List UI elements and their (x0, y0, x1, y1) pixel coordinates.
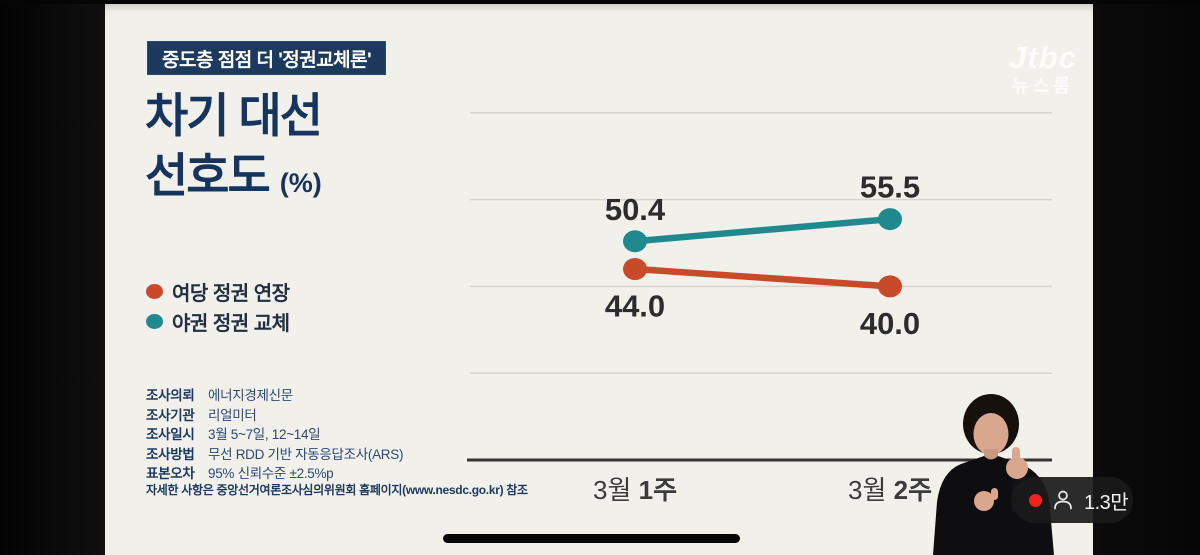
right-bezel (1093, 0, 1200, 555)
survey-row-label: 조사의뢰 (146, 388, 195, 403)
survey-row-label: 조사일시 (146, 427, 195, 442)
survey-row: 조사방법 무선 RDD 기반 자동응답조사(ARS) (146, 443, 403, 463)
survey-row-value: 에너지경제신문 (208, 388, 293, 403)
viewer-count: 1.3만 (1084, 491, 1129, 514)
legend-item: 야권 정권 교체 (146, 310, 290, 335)
page-title: 차기 대선 선호도 (%) (145, 86, 323, 213)
survey-row-value: 3월 5~7일, 12~14일 (208, 427, 321, 442)
live-viewers-pill: 1.3만 (1012, 477, 1133, 523)
survey-row-value: 리얼미터 (208, 407, 257, 423)
survey-info: 조사의뢰 에너지경제신문 조사기관 리얼미터 조사일시 3월 5~7일, 12~14… (146, 384, 403, 482)
program-name: 뉴스룸 (1012, 76, 1074, 96)
chart-legend: 여당 정권 연장 야권 정권 교체 (146, 280, 290, 340)
survey-row-label: 표본오차 (146, 466, 195, 481)
legend-dot-icon (146, 313, 163, 329)
survey-row-value: 95% 신뢰수준 ±2.5%p (208, 466, 334, 481)
broadcaster-watermark: Jtbc 뉴스룸 (988, 42, 1098, 98)
left-bezel (0, 0, 105, 555)
survey-row: 조사기관 리얼미터 (146, 404, 403, 424)
survey-row-label: 조사방법 (146, 446, 195, 462)
legend-dot-icon (146, 283, 163, 299)
survey-footnote: 자세한 사항은 중앙선거여론조사심의위원회 홈페이지(www.nesdc.go.… (146, 483, 528, 497)
infographic-card (105, 4, 1093, 555)
legend-label: 야권 정권 교체 (172, 312, 290, 335)
title-unit: (%) (279, 168, 322, 198)
headline-badge: 중도층 점점 더 '정권교체론' (147, 41, 387, 75)
title-line2: 선호도 (145, 149, 271, 202)
jtbc-logo: Jtbc (1009, 40, 1077, 75)
headline-badge-text: 중도층 점점 더 '정권교체론' (162, 49, 372, 71)
survey-row-value: 무선 RDD 기반 자동응답조사(ARS) (208, 446, 404, 462)
survey-row: 조사의뢰 에너지경제신문 (146, 384, 403, 404)
viewers-person-icon (1054, 490, 1072, 510)
survey-row-label: 조사기관 (146, 407, 195, 423)
title-line1: 차기 대선 (145, 89, 323, 142)
top-letterbox (0, 0, 1200, 4)
survey-row: 조사일시 3월 5~7일, 12~14일 (146, 423, 403, 443)
legend-label: 여당 정권 연장 (172, 282, 290, 305)
survey-row: 표본오차 95% 신뢰수준 ±2.5%p (146, 462, 403, 482)
live-dot-icon (1029, 493, 1042, 507)
legend-item: 여당 정권 연장 (146, 280, 290, 305)
